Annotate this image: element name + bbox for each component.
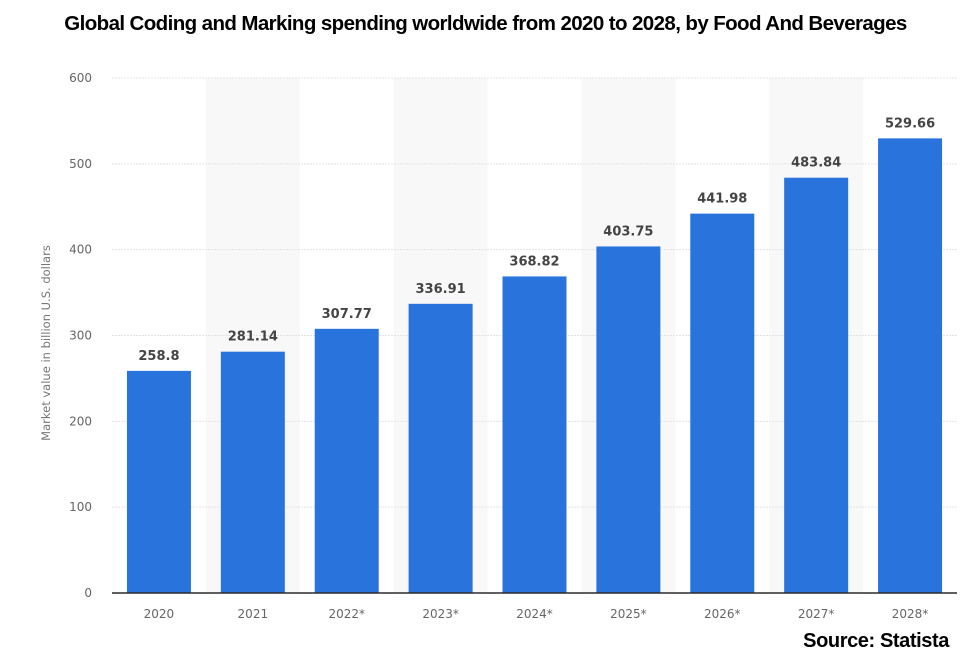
- value-label: 483.84: [791, 156, 841, 171]
- y-tick-label: 300: [69, 329, 92, 343]
- y-tick-label: 0: [84, 586, 92, 600]
- y-tick-label: 600: [69, 71, 92, 85]
- x-tick-label: 2021: [238, 607, 269, 621]
- y-axis-title: Market value in billion U.S. dollars: [39, 245, 53, 441]
- x-tick-label: 2024*: [516, 607, 553, 621]
- value-label: 403.75: [603, 224, 653, 239]
- bar-2024[interactable]: [502, 276, 567, 593]
- x-axis-ticks: 2020 2021 2022* 2023* 2024* 2025* 2026* 2027* 20…: [144, 607, 929, 621]
- y-tick-label: 100: [69, 500, 92, 514]
- bar-2021[interactable]: [220, 351, 285, 593]
- x-tick-label: 2026*: [704, 607, 741, 621]
- source-label: Source: Statista: [803, 630, 949, 652]
- value-label: 307.77: [322, 307, 372, 322]
- x-tick-label: 2028*: [892, 607, 929, 621]
- x-tick-label: 2022*: [328, 607, 365, 621]
- bar-2028[interactable]: [878, 138, 943, 593]
- y-axis-ticks: 0 100 200 300 400 500 600: [69, 71, 92, 600]
- x-tick-label: 2025*: [610, 607, 647, 621]
- bar-2027[interactable]: [784, 177, 849, 594]
- bar-2022[interactable]: [314, 328, 379, 593]
- x-tick-label: 2023*: [422, 607, 459, 621]
- y-tick-label: 400: [69, 243, 92, 257]
- value-label: 441.98: [697, 192, 747, 207]
- value-label: 258.8: [138, 349, 179, 364]
- bar-2026[interactable]: [690, 213, 755, 593]
- x-tick-label: 2027*: [798, 607, 835, 621]
- bar-2020[interactable]: [126, 370, 191, 593]
- x-tick-label: 2020: [144, 607, 175, 621]
- y-tick-label: 500: [69, 157, 92, 171]
- value-label: 368.82: [509, 254, 559, 269]
- bar-2023[interactable]: [408, 303, 473, 593]
- value-label: 529.66: [885, 116, 935, 131]
- bars: [126, 138, 943, 594]
- chart-title: Global Coding and Marking spending world…: [64, 12, 907, 35]
- value-label: 336.91: [416, 282, 466, 297]
- y-tick-label: 200: [69, 414, 92, 428]
- value-label: 281.14: [228, 330, 278, 345]
- value-labels: 258.8 281.14 307.77 336.91 368.82 403.75 441.9…: [138, 116, 935, 363]
- bar-2025[interactable]: [596, 246, 661, 593]
